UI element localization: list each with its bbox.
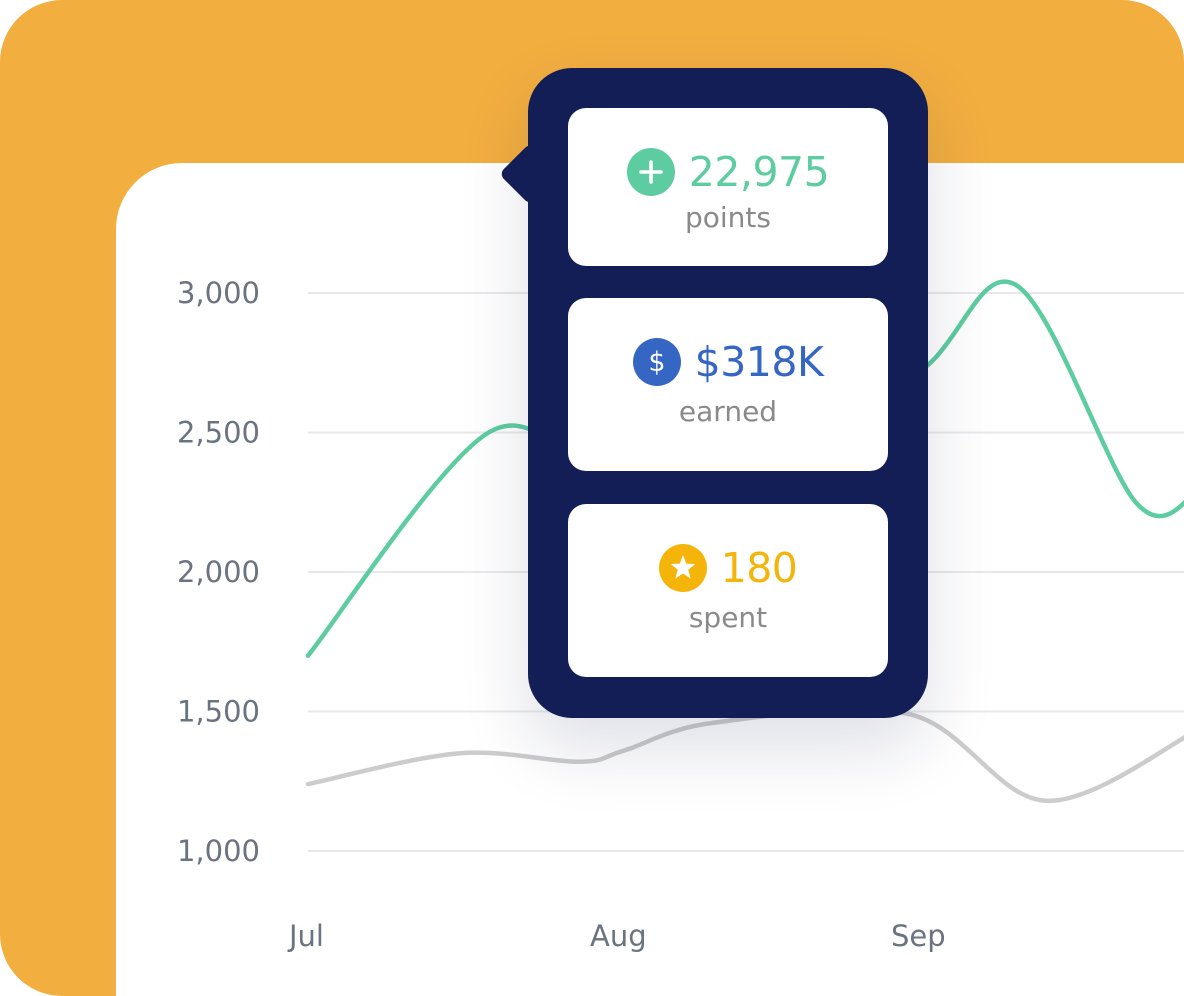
x-tick-label: Sep bbox=[891, 919, 946, 953]
x-tick-label: Aug bbox=[590, 919, 647, 953]
x-tick-label: Jul bbox=[287, 919, 324, 953]
earned-caption: earned bbox=[678, 395, 778, 428]
points-card: 22,975 points bbox=[568, 108, 888, 266]
plus-circle-icon bbox=[626, 148, 675, 196]
y-tick-label: 2,500 bbox=[177, 416, 260, 450]
star-circle-icon bbox=[658, 544, 707, 592]
stats-tooltip: 22,975 points $ $318K earned 180 spent bbox=[498, 68, 928, 718]
y-tick-label: 1,500 bbox=[177, 695, 260, 729]
earned-value: $318K bbox=[694, 338, 824, 386]
y-tick-label: 1,000 bbox=[177, 834, 260, 868]
dollar-circle-icon: $ bbox=[632, 338, 681, 386]
y-tick-label: 3,000 bbox=[177, 276, 260, 310]
spent-caption: spent bbox=[688, 601, 768, 634]
y-axis-ticks: 1,000 1,500 2,000 2,500 3,000 bbox=[177, 276, 260, 868]
earned-card: $ $318K earned bbox=[568, 298, 888, 471]
spent-value: 180 bbox=[720, 544, 798, 592]
points-value: 22,975 bbox=[688, 148, 830, 196]
svg-text:$: $ bbox=[648, 347, 665, 378]
points-caption: points bbox=[685, 201, 771, 234]
secondary-series-line bbox=[305, 706, 1184, 804]
x-axis-ticks: Jul Aug Sep bbox=[287, 919, 946, 953]
spent-card: 180 spent bbox=[568, 504, 888, 677]
y-tick-label: 2,000 bbox=[177, 555, 260, 589]
